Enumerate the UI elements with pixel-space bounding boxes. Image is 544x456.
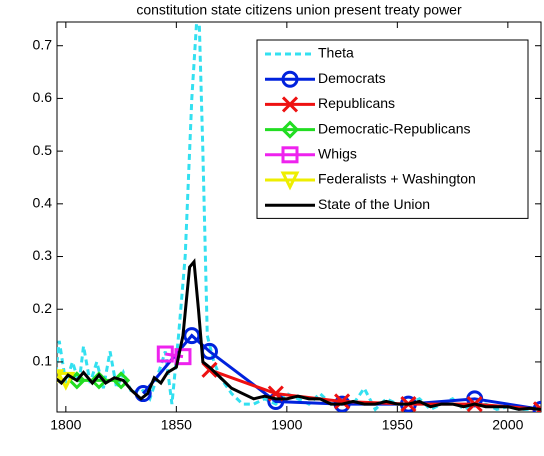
plot-area: [57, 22, 541, 412]
legend-label: State of the Union: [318, 196, 430, 212]
marker: [183, 327, 201, 345]
legend-label: Federalists + Washington: [318, 171, 476, 187]
y-tick-label: 0.5: [33, 142, 53, 158]
series-line: [57, 258, 541, 411]
chart-title: constitution state citizens union presen…: [136, 2, 462, 18]
series-line: [142, 333, 541, 411]
legend-label: Theta: [318, 45, 354, 61]
x-tick-label: 1900: [271, 417, 302, 433]
marker: [280, 120, 300, 139]
legend-label: Whigs: [318, 146, 357, 162]
legend-label: Republicans: [318, 95, 395, 111]
marker: [281, 70, 299, 88]
legend-label: Democratic-Republicans: [318, 120, 471, 136]
y-tick-label: 0.7: [33, 36, 53, 52]
marker: [57, 369, 65, 384]
legend-label: Democrats: [318, 70, 386, 86]
x-tick-label: 2000: [492, 417, 523, 433]
marker: [281, 146, 299, 164]
x-tick-label: 1800: [50, 417, 81, 433]
marker: [532, 401, 541, 412]
marker: [156, 345, 174, 363]
marker: [281, 96, 299, 113]
plot-frame: [56, 21, 542, 413]
marker: [89, 371, 109, 390]
x-tick-label: 1950: [382, 417, 413, 433]
y-tick-label: 0.4: [33, 195, 53, 211]
marker: [334, 393, 351, 410]
y-tick-label: 0.1: [33, 353, 53, 369]
x-tick-label: 1850: [161, 417, 192, 433]
y-tick-label: 0.2: [33, 300, 53, 316]
marker: [174, 348, 192, 366]
y-tick-label: 0.3: [33, 247, 53, 263]
y-tick-label: 0.6: [33, 89, 53, 105]
marker: [280, 171, 300, 191]
